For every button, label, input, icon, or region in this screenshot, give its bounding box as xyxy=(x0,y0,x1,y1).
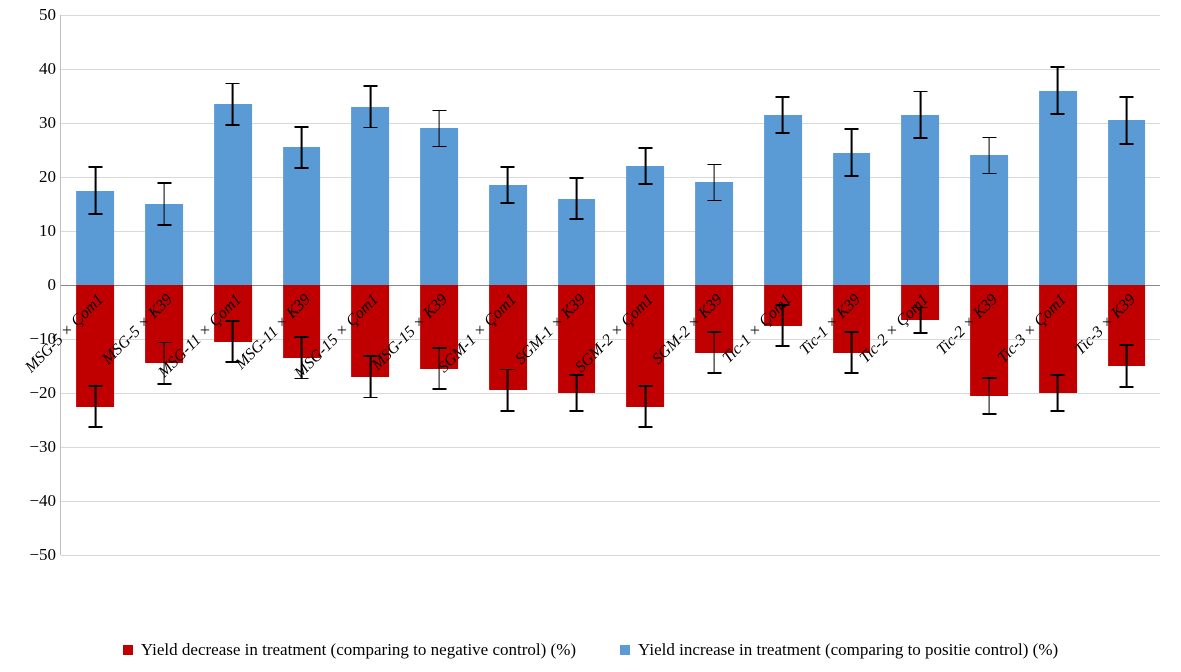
error-bar xyxy=(576,374,577,412)
error-bar xyxy=(232,83,233,126)
bar-increase xyxy=(351,107,389,285)
error-bar xyxy=(851,128,852,177)
error-bar xyxy=(232,320,233,363)
legend-swatch xyxy=(620,645,630,655)
plot-area: −50−40−30−20−1001020304050MSG-5 × Çom1MS… xyxy=(60,15,1160,555)
legend-label: Yield decrease in treatment (comparing t… xyxy=(141,640,576,660)
bar-group xyxy=(817,15,886,555)
y-tick-label: 30 xyxy=(16,113,56,133)
y-tick-label: 50 xyxy=(16,5,56,25)
error-bar xyxy=(714,164,715,202)
y-tick-label: 40 xyxy=(16,59,56,79)
error-bar xyxy=(1057,66,1058,115)
bar-increase xyxy=(420,128,458,285)
bar-group xyxy=(1092,15,1161,555)
bar-group xyxy=(611,15,680,555)
error-bar xyxy=(920,91,921,140)
y-tick-label: −40 xyxy=(16,491,56,511)
y-tick-label: −20 xyxy=(16,383,56,403)
bar-increase xyxy=(764,115,802,285)
y-tick-label: 20 xyxy=(16,167,56,187)
bar-increase xyxy=(1039,91,1077,285)
bar-group xyxy=(199,15,268,555)
yield-chart: −50−40−30−20−1001020304050MSG-5 × Çom1MS… xyxy=(10,10,1171,662)
bar-group xyxy=(474,15,543,555)
error-bar xyxy=(989,377,990,415)
bar-increase xyxy=(1108,120,1146,285)
error-bar xyxy=(576,177,577,220)
bar-group xyxy=(336,15,405,555)
error-bar xyxy=(989,137,990,175)
legend: Yield decrease in treatment (comparing t… xyxy=(10,640,1171,660)
bar-group xyxy=(130,15,199,555)
bar-group xyxy=(680,15,749,555)
bar-group xyxy=(267,15,336,555)
bar-group xyxy=(749,15,818,555)
error-bar xyxy=(1057,374,1058,412)
error-bar xyxy=(714,331,715,374)
bar-group xyxy=(405,15,474,555)
y-tick-label: −30 xyxy=(16,437,56,457)
y-tick-label: −50 xyxy=(16,545,56,565)
legend-item: Yield decrease in treatment (comparing t… xyxy=(123,640,576,660)
bar-group xyxy=(955,15,1024,555)
error-bar xyxy=(507,166,508,204)
bar-increase xyxy=(901,115,939,285)
bar-increase xyxy=(214,104,252,285)
legend-item: Yield increase in treatment (comparing t… xyxy=(620,640,1058,660)
error-bar xyxy=(1126,344,1127,387)
error-bar xyxy=(95,385,96,428)
error-bar xyxy=(370,85,371,128)
legend-label: Yield increase in treatment (comparing t… xyxy=(638,640,1058,660)
y-tick-label: 0 xyxy=(16,275,56,295)
error-bar xyxy=(95,166,96,215)
error-bar xyxy=(645,385,646,428)
bar-increase xyxy=(970,155,1008,285)
error-bar xyxy=(507,369,508,412)
y-tick-label: 10 xyxy=(16,221,56,241)
bar-group xyxy=(542,15,611,555)
error-bar xyxy=(851,331,852,374)
error-bar xyxy=(164,182,165,225)
error-bar xyxy=(439,110,440,148)
error-bar xyxy=(1126,96,1127,145)
bar-group xyxy=(886,15,955,555)
error-bar xyxy=(301,126,302,169)
bar-group xyxy=(1024,15,1093,555)
error-bar xyxy=(645,147,646,185)
error-bar xyxy=(782,96,783,134)
bar-group xyxy=(61,15,130,555)
legend-swatch xyxy=(123,645,133,655)
